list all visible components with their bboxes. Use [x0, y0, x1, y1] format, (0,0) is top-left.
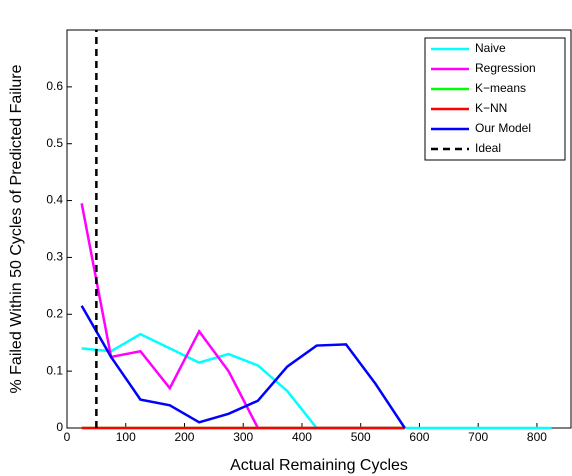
- legend-label: Regression: [475, 61, 536, 75]
- y-tick-label: 0.3: [46, 250, 63, 264]
- legend-label: Naive: [475, 41, 506, 55]
- y-axis-label: % Failed Within 50 Cycles of Predicted F…: [8, 64, 25, 393]
- y-tick-label: 0.2: [46, 306, 63, 320]
- x-tick-label: 0: [64, 430, 71, 444]
- x-tick-label: 200: [174, 430, 194, 444]
- x-tick-label: 100: [116, 430, 136, 444]
- x-tick-label: 400: [292, 430, 312, 444]
- x-axis-label: Actual Remaining Cycles: [230, 457, 408, 474]
- x-tick-label: 700: [468, 430, 488, 444]
- y-tick-label: 0: [56, 420, 63, 434]
- x-tick-label: 800: [527, 430, 547, 444]
- y-tick-label: 0.5: [46, 136, 63, 150]
- x-tick-label: 500: [351, 430, 371, 444]
- x-tick-label: 600: [409, 430, 429, 444]
- y-tick-label: 0.1: [46, 363, 63, 377]
- legend-label: Our Model: [475, 121, 531, 135]
- series-line: [80, 305, 406, 429]
- y-tick-label: 0.6: [46, 79, 63, 93]
- y-tick-label: 0.4: [46, 193, 63, 207]
- legend-box: [424, 37, 566, 161]
- legend-label: K−NN: [475, 101, 507, 115]
- x-tick-label: 300: [233, 430, 253, 444]
- legend-label: K−means: [475, 81, 526, 95]
- legend-label: Ideal: [475, 141, 501, 155]
